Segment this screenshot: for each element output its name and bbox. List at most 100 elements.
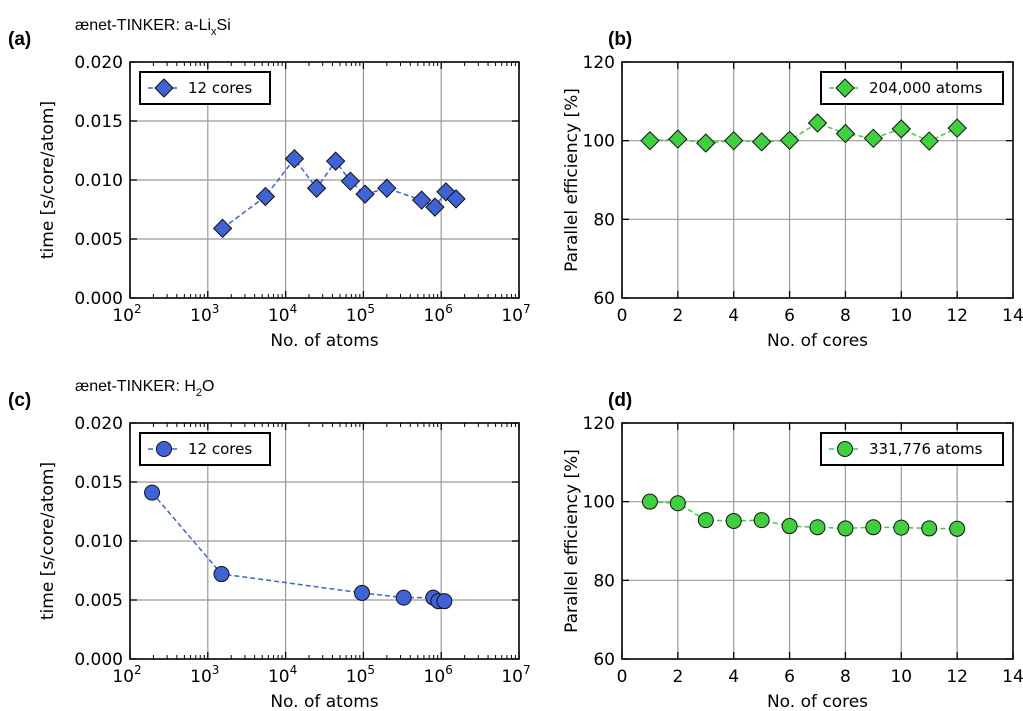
x-tick-label: 12 bbox=[946, 667, 968, 687]
data-point bbox=[255, 186, 276, 207]
y-tick-label: 0.010 bbox=[74, 171, 123, 191]
panel-title: ænet-TINKER: H2O bbox=[75, 378, 215, 399]
data-point bbox=[213, 566, 230, 583]
data-point bbox=[395, 589, 412, 606]
x-tick-label: 105 bbox=[346, 663, 375, 687]
x-tick-label: 14 bbox=[1002, 667, 1023, 687]
x-tick-label: 12 bbox=[946, 306, 968, 326]
y-axis-label: Parallel efficiency [%] bbox=[562, 88, 582, 272]
data-point bbox=[640, 130, 660, 151]
legend-marker bbox=[156, 441, 172, 457]
y-tick-label: 0.000 bbox=[74, 289, 123, 309]
data-point bbox=[696, 133, 716, 153]
panel-label: (a) bbox=[8, 29, 31, 50]
data-point bbox=[947, 118, 967, 138]
x-tick-label: 0 bbox=[617, 306, 628, 326]
data-point bbox=[411, 190, 432, 210]
data-point bbox=[835, 123, 856, 144]
y-tick-label: 0.005 bbox=[74, 230, 123, 250]
x-tick-label: 6 bbox=[784, 306, 795, 326]
x-tick-label: 105 bbox=[346, 302, 375, 326]
data-point bbox=[144, 484, 161, 501]
data-point bbox=[751, 132, 772, 152]
plot-frame bbox=[621, 61, 1014, 299]
panel-c: 102 103 104 105 106 107 0.000 0.005 0.010 0.015 0.… bbox=[8, 378, 531, 711]
data-point bbox=[807, 113, 828, 133]
y-tick-label: 0.000 bbox=[74, 650, 123, 670]
x-tick-label: 102 bbox=[112, 663, 141, 687]
y-tick-label: 0.020 bbox=[74, 53, 123, 73]
data-point bbox=[340, 171, 361, 191]
legend-label: 12 cores bbox=[188, 79, 252, 97]
y-tick-label: 0.015 bbox=[74, 112, 123, 132]
data-point bbox=[779, 130, 800, 150]
data-point bbox=[865, 519, 882, 536]
panel-a: 102 103 104 105 106 107 0.000 0.005 0.010 0.015 0.… bbox=[8, 17, 531, 351]
x-tick-label: 10 bbox=[890, 306, 912, 326]
x-axis-label: No. of atoms bbox=[270, 331, 378, 351]
x-axis-label: No. of cores bbox=[767, 692, 868, 711]
panel-title: ænet-TINKER: a-LixSi bbox=[75, 17, 231, 38]
x-tick-label: 8 bbox=[840, 306, 851, 326]
data-point bbox=[753, 512, 770, 529]
y-tick-label: 0.020 bbox=[74, 414, 123, 434]
y-tick-label: 60 bbox=[593, 289, 615, 309]
x-tick-label: 14 bbox=[1002, 306, 1023, 326]
y-tick-label: 100 bbox=[583, 493, 615, 513]
data-point bbox=[212, 218, 233, 239]
panel-b: 0 2 4 6 8 10 12 14 60 80 100 120 No. of cores Paralle… bbox=[562, 29, 1023, 351]
data-point bbox=[669, 495, 686, 512]
data-point bbox=[919, 131, 939, 151]
x-axis-label: No. of atoms bbox=[270, 692, 378, 711]
series-line bbox=[649, 500, 958, 530]
x-tick-label: 4 bbox=[728, 667, 739, 687]
data-point bbox=[325, 151, 346, 171]
x-tick-label: 2 bbox=[672, 306, 683, 326]
series-line bbox=[649, 122, 958, 144]
data-point bbox=[306, 178, 327, 198]
x-axis-label: No. of cores bbox=[767, 331, 868, 351]
data-point bbox=[668, 129, 688, 149]
x-tick-label: 106 bbox=[424, 302, 453, 326]
data-point bbox=[436, 593, 453, 610]
data-point bbox=[354, 584, 371, 601]
y-tick-label: 80 bbox=[593, 571, 615, 591]
x-tick-label: 10 bbox=[890, 667, 912, 687]
legend-label: 331,776 atoms bbox=[869, 440, 983, 458]
legend-box bbox=[139, 71, 271, 105]
x-tick-label: 8 bbox=[840, 667, 851, 687]
data-point bbox=[697, 512, 714, 529]
data-point bbox=[641, 493, 658, 510]
plot-frame bbox=[129, 422, 520, 660]
x-tick-label: 106 bbox=[424, 663, 453, 687]
panel-d: 0 2 4 6 8 10 12 14 60 80 100 120 No. of cores Paralle… bbox=[562, 390, 1023, 711]
legend-marker bbox=[154, 78, 174, 98]
y-tick-label: 120 bbox=[583, 53, 615, 73]
panel-label: (c) bbox=[8, 390, 31, 411]
data-point bbox=[893, 519, 910, 536]
x-tick-label: 0 bbox=[617, 667, 628, 687]
panel-label: (d) bbox=[608, 390, 632, 411]
data-point bbox=[724, 130, 744, 151]
panel-label: (b) bbox=[608, 29, 632, 50]
x-tick-label: 104 bbox=[268, 302, 297, 326]
data-point bbox=[837, 520, 854, 537]
x-tick-label: 107 bbox=[501, 663, 530, 687]
y-tick-label: 100 bbox=[583, 132, 615, 152]
data-point bbox=[284, 149, 305, 169]
y-tick-label: 0.005 bbox=[74, 591, 123, 611]
y-axis-label: Parallel efficiency [%] bbox=[562, 449, 582, 633]
y-axis-label: time [s/core/atom] bbox=[38, 101, 58, 259]
x-tick-label: 4 bbox=[728, 306, 739, 326]
y-tick-label: 80 bbox=[593, 210, 615, 230]
data-point bbox=[725, 512, 742, 529]
x-tick-label: 6 bbox=[784, 667, 795, 687]
y-axis-label: time [s/core/atom] bbox=[38, 462, 58, 620]
x-tick-label: 2 bbox=[672, 667, 683, 687]
x-tick-label: 104 bbox=[268, 663, 297, 687]
legend-label: 204,000 atoms bbox=[869, 79, 983, 97]
data-point bbox=[949, 520, 966, 537]
series-line bbox=[151, 492, 445, 602]
y-tick-label: 60 bbox=[593, 650, 615, 670]
